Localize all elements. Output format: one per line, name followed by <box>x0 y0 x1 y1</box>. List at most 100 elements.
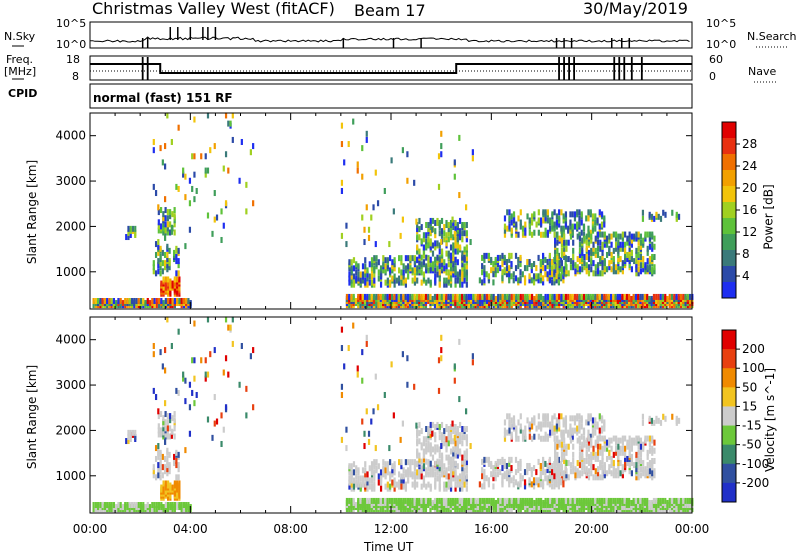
velocity-cell <box>578 455 582 462</box>
power-cell <box>590 233 593 240</box>
power-cell <box>222 222 225 229</box>
power-cell <box>416 277 419 284</box>
power-cell <box>388 241 391 248</box>
velocity-cell <box>607 497 610 504</box>
power-cell <box>443 224 446 231</box>
velocity-cell <box>630 460 633 467</box>
velocity-cell <box>563 458 566 464</box>
velocity-cell <box>103 502 106 509</box>
power-cell <box>644 262 647 269</box>
power-cell <box>624 241 627 248</box>
velocity-cell <box>506 413 509 420</box>
velocity-cell <box>402 497 405 504</box>
velocity-cell <box>578 506 581 513</box>
power-cell <box>119 298 122 305</box>
y-tick-label: 1000 <box>55 265 86 279</box>
velocity-cell <box>366 504 369 511</box>
velocity-cell <box>596 435 600 442</box>
power-cell <box>465 250 468 257</box>
power-cell <box>373 265 376 272</box>
velocity-cell <box>557 456 561 463</box>
power-cell <box>653 254 656 260</box>
velocity-cell <box>437 387 441 394</box>
velocity-cell <box>427 481 430 488</box>
power-cell <box>400 255 403 262</box>
power-cell <box>461 281 464 288</box>
power-cell <box>607 293 610 300</box>
velocity-cell <box>427 444 430 451</box>
power-cell <box>623 293 626 300</box>
nsky-line <box>89 36 690 45</box>
power-cell <box>565 264 568 271</box>
power-cell <box>440 248 444 255</box>
velocity-cell <box>139 502 143 509</box>
cpid-value: normal (fast) 151 RF <box>93 91 233 105</box>
velocity-cell <box>393 485 396 492</box>
velocity-cell <box>440 460 444 467</box>
velocity-cell <box>624 451 627 458</box>
power-cell <box>614 235 618 242</box>
velocity-cell <box>581 441 584 448</box>
power-cell <box>630 256 633 263</box>
velocity-cell <box>163 367 167 374</box>
velocity-cell <box>646 449 649 456</box>
velocity-cell <box>653 447 656 454</box>
power-cell <box>642 256 645 263</box>
power-cell <box>427 240 430 247</box>
power-cell <box>505 271 509 278</box>
velocity-cell <box>564 419 568 426</box>
power-cell <box>166 262 169 269</box>
power-cell <box>425 263 428 270</box>
power-cell <box>599 245 602 252</box>
velocity-cell <box>415 497 419 504</box>
power-cell <box>605 241 609 248</box>
velocity-cell <box>624 460 627 467</box>
velocity-cell <box>592 464 595 471</box>
velocity-cell <box>592 449 595 456</box>
freq-strip-trace <box>90 57 692 80</box>
velocity-cell <box>163 464 167 471</box>
power-cell <box>436 217 439 224</box>
power-cell <box>542 258 545 265</box>
power-cell <box>413 279 417 286</box>
velocity-cell <box>379 497 382 504</box>
power-cell <box>425 279 428 286</box>
power-cell <box>653 215 656 222</box>
velocity-cell <box>546 413 549 420</box>
velocity-cell <box>652 497 656 504</box>
power-cell <box>348 271 351 278</box>
velocity-cell <box>402 477 405 484</box>
velocity-cell <box>585 470 588 477</box>
power-cell <box>610 233 613 240</box>
velocity-cell <box>544 460 547 467</box>
power-cell <box>635 262 638 269</box>
velocity-cell <box>635 439 638 446</box>
colorbar-tick-label: 100 <box>742 361 765 375</box>
power-cell <box>542 231 545 238</box>
velocity-cell <box>170 428 173 435</box>
velocity-cell <box>406 355 409 362</box>
velocity-cell <box>569 462 573 469</box>
power-cell <box>551 258 554 265</box>
velocity-cell <box>175 387 178 394</box>
power-cell <box>402 273 405 280</box>
velocity-cell <box>564 425 568 432</box>
velocity-cell <box>449 423 453 430</box>
velocity-cell <box>635 451 638 458</box>
velocity-cell <box>610 462 613 469</box>
power-cell <box>431 265 435 272</box>
power-cell <box>601 270 604 277</box>
power-cell <box>596 293 599 300</box>
velocity-cell <box>675 415 678 422</box>
power-cell <box>452 242 455 249</box>
velocity-cell <box>585 449 588 456</box>
colorbar-tick-label: 28 <box>742 137 757 151</box>
velocity-cell <box>240 342 243 349</box>
power-cell <box>191 153 194 160</box>
power-cell <box>569 293 572 300</box>
power-cell <box>463 246 466 253</box>
colorbar-segment <box>722 122 736 139</box>
power-cell <box>512 215 516 222</box>
power-cell <box>560 293 563 300</box>
power-cell <box>553 269 556 276</box>
